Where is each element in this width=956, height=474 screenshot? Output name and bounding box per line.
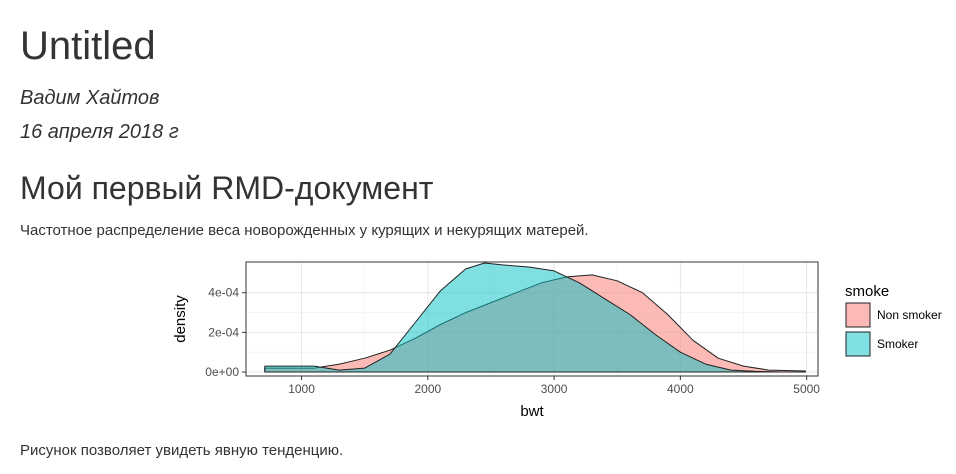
density-plot: 1000 2000 3000 4000 5000 0e+00 2e-04 4e-04 bwt…	[172, 261, 942, 420]
y-tick-label: 0e+00	[205, 365, 239, 379]
x-tick-label: 5000	[793, 382, 820, 396]
legend-label: Non smoker	[877, 308, 942, 322]
y-axis-ticks: 0e+00 2e-04 4e-04	[205, 286, 246, 379]
x-tick-label: 1000	[288, 382, 315, 396]
x-axis-title: bwt	[520, 403, 544, 420]
legend-key	[845, 302, 871, 328]
x-tick-label: 3000	[541, 382, 568, 396]
x-axis-ticks: 1000 2000 3000 4000 5000	[288, 376, 820, 396]
legend: Non smoker Smoker	[845, 302, 942, 357]
document-author: Вадим Хайтов	[20, 87, 160, 109]
intro-paragraph: Частотное распределение веса новорожденн…	[20, 222, 589, 239]
document-title: Untitled	[20, 24, 156, 68]
x-tick-label: 4000	[667, 382, 694, 396]
y-tick-label: 2e-04	[208, 325, 239, 339]
legend-key	[845, 331, 871, 357]
plot-border	[245, 261, 819, 377]
legend-title: smoke	[845, 283, 889, 300]
y-axis-title: density	[172, 295, 189, 343]
x-tick-label: 2000	[414, 382, 441, 396]
density-area-smoker	[264, 262, 782, 373]
legend-label: Smoker	[877, 337, 918, 351]
document-date: 16 апреля 2018 г	[20, 121, 179, 143]
y-tick-label: 4e-04	[208, 286, 239, 300]
density-areas	[264, 262, 806, 373]
section-title: Мой первый RMD-документ	[20, 170, 434, 206]
outro-paragraph: Рисунок позволяет увидеть явную тенденци…	[20, 442, 344, 459]
